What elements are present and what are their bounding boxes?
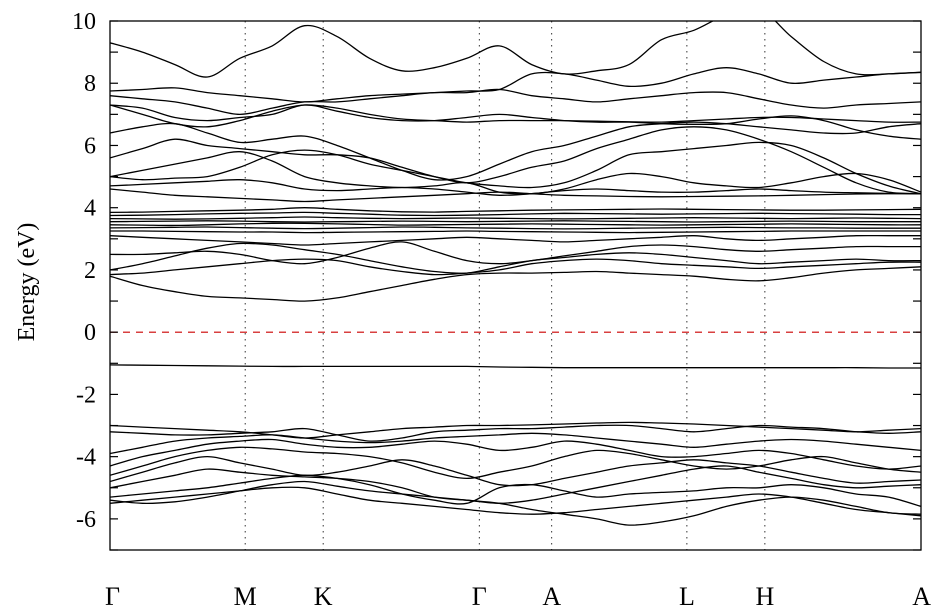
band-line <box>110 421 921 439</box>
y-tick-label: 10 <box>72 9 96 35</box>
band-line <box>110 455 921 487</box>
band-line <box>110 480 921 526</box>
band-line <box>110 222 921 227</box>
kpoint-label: Γ <box>105 582 120 611</box>
band-line <box>110 364 921 369</box>
band-line <box>110 424 921 442</box>
band-line <box>110 188 921 203</box>
plot-frame <box>109 20 922 551</box>
band-line <box>110 486 921 517</box>
band-line <box>110 220 921 223</box>
band-line <box>110 211 921 217</box>
band-line <box>110 230 921 234</box>
y-tick-label: -4 <box>76 445 96 471</box>
band-line <box>110 207 921 214</box>
band-line <box>110 216 921 220</box>
band-line <box>110 242 921 274</box>
band-line <box>110 465 921 504</box>
kpoint-label: Γ <box>472 582 487 611</box>
band-line <box>110 21 921 78</box>
kpoint-label: A <box>542 582 561 611</box>
band-line <box>110 241 921 265</box>
band-line <box>110 432 921 455</box>
band-line <box>110 121 921 181</box>
band-line <box>110 226 921 230</box>
band-line <box>110 141 921 195</box>
y-tick-label: 4 <box>84 196 96 222</box>
band-line <box>110 258 921 276</box>
band-line <box>110 474 921 508</box>
band-line <box>110 438 921 470</box>
band-line <box>110 234 921 246</box>
kpoint-label: K <box>314 582 333 611</box>
y-axis-ticks: 10 8 6 4 2 0 -2 -4 -6 <box>72 9 921 551</box>
band-line <box>110 446 921 480</box>
y-tick-label: 6 <box>84 133 96 159</box>
band-line <box>110 104 921 140</box>
band-line <box>110 179 921 196</box>
band-line <box>110 88 921 116</box>
bands <box>110 21 921 526</box>
y-tick-label: 2 <box>84 258 96 284</box>
y-tick-label: 8 <box>84 71 96 97</box>
band-line <box>110 104 921 128</box>
kpoint-label: L <box>679 582 695 611</box>
grid <box>244 21 766 550</box>
plot-border <box>109 20 922 551</box>
kpoint-label: A <box>912 582 931 611</box>
y-tick-label: 0 <box>84 320 96 346</box>
band-line <box>110 266 921 302</box>
y-tick-label: -6 <box>76 507 96 533</box>
band-line <box>110 126 921 195</box>
kpoint-label: H <box>755 582 774 611</box>
y-axis-label: Energy (eV) <box>14 223 40 342</box>
band-line <box>110 67 921 103</box>
band-line <box>110 151 921 195</box>
kpoint-label: M <box>234 582 257 611</box>
y-tick-label: -2 <box>76 382 96 408</box>
